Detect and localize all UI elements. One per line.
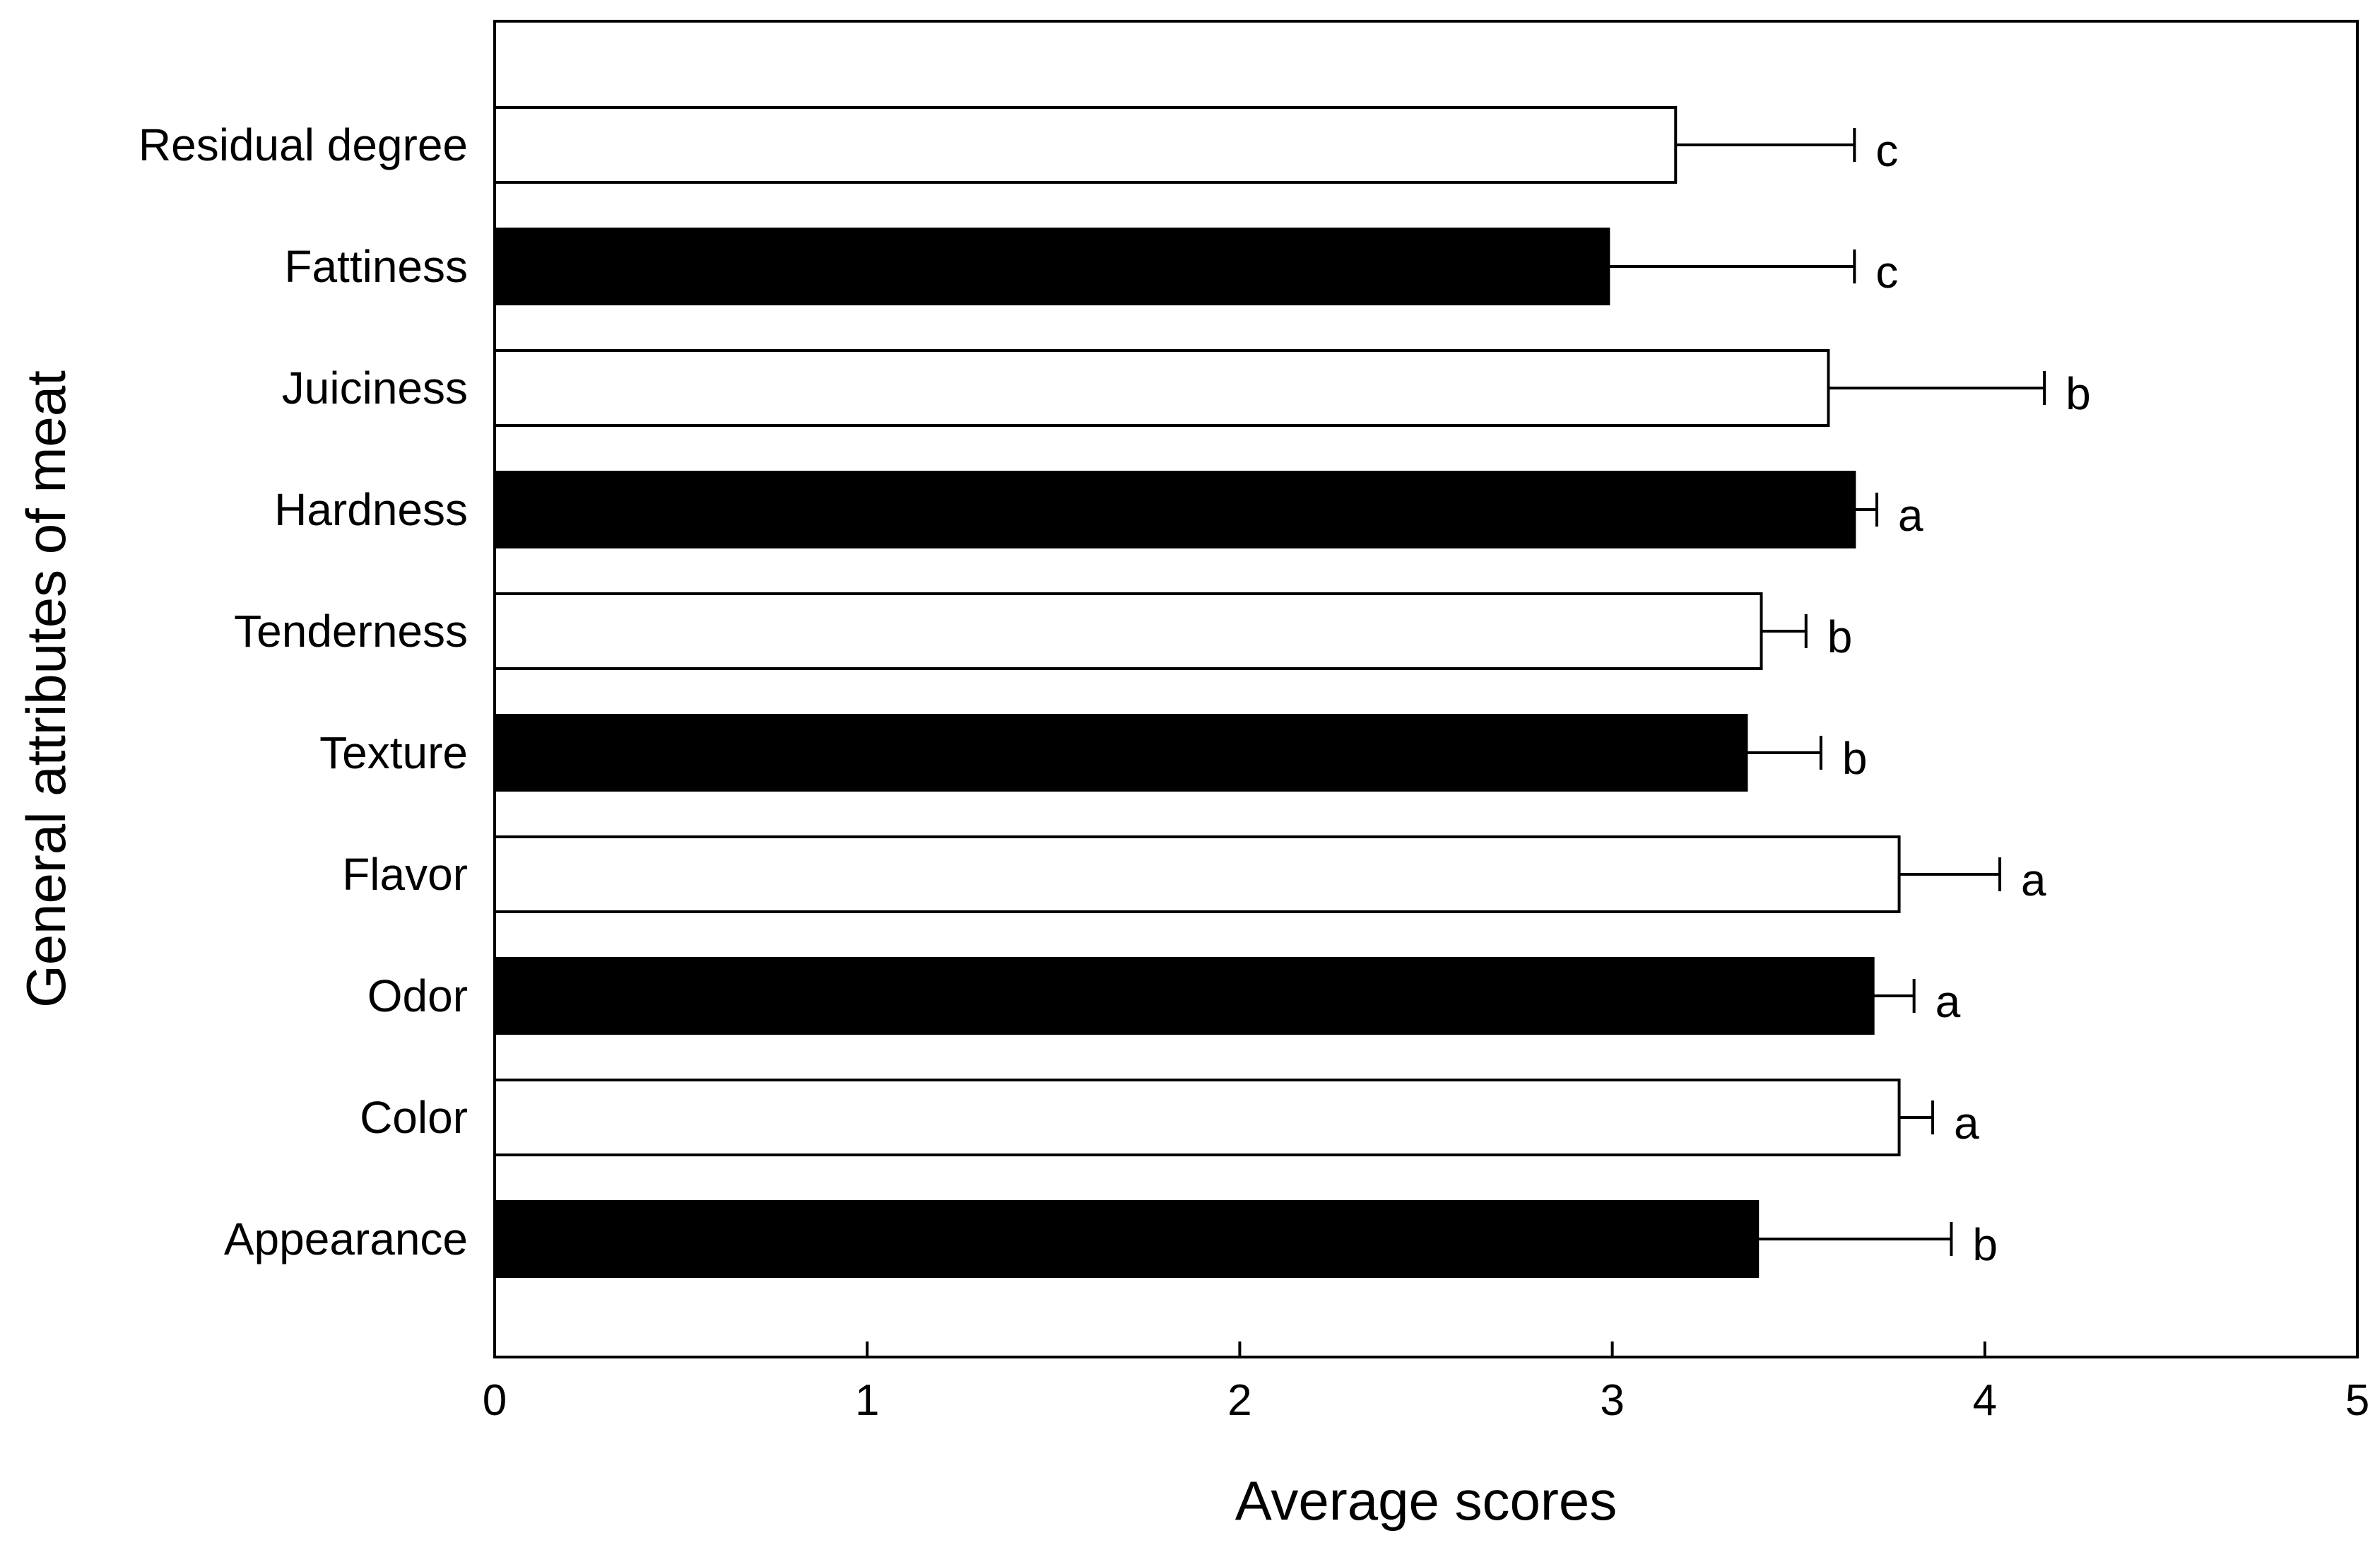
- significance-label: b: [1972, 1219, 1998, 1270]
- bar: [493, 228, 1610, 305]
- significance-label: a: [1936, 976, 1961, 1027]
- chart-marks: 0 1 2 3 4 5 Residual degree c Fattiness c Juicines…: [139, 106, 2369, 1425]
- category-label: Color: [360, 1092, 468, 1143]
- significance-label: b: [2066, 368, 2091, 419]
- bar: [493, 592, 1763, 670]
- bar: [493, 714, 1748, 792]
- bar: [493, 106, 1678, 184]
- significance-label: c: [1875, 125, 1898, 176]
- bar: [493, 349, 1830, 427]
- category-label: Flavor: [342, 849, 468, 900]
- x-tick-label: 4: [1973, 1376, 1997, 1425]
- significance-label: c: [1875, 247, 1898, 298]
- x-tick-label: 1: [855, 1376, 879, 1425]
- category-label: Residual degree: [139, 119, 468, 170]
- significance-label: a: [2021, 855, 2046, 905]
- x-tick-label: 5: [2345, 1376, 2369, 1425]
- category-label: Odor: [367, 970, 468, 1021]
- bar: [493, 835, 1901, 913]
- significance-label: b: [1842, 733, 1868, 784]
- significance-label: b: [1827, 611, 1853, 662]
- category-label: Hardness: [274, 484, 468, 535]
- category-label: Appearance: [224, 1214, 468, 1264]
- plot-frame: [493, 20, 2359, 1358]
- bar: [493, 471, 1856, 548]
- category-label: Texture: [319, 727, 468, 778]
- category-label: Fattiness: [284, 241, 468, 292]
- category-label: Juiciness: [282, 363, 468, 413]
- y-axis-title: General attributes of meat: [15, 370, 77, 1008]
- significance-label: a: [1954, 1098, 1979, 1149]
- bar: [493, 1200, 1760, 1278]
- bar: [493, 1079, 1901, 1156]
- category-label: Tenderness: [234, 606, 468, 657]
- x-tick-label: 2: [1227, 1376, 1251, 1425]
- significance-label: a: [1898, 490, 1924, 541]
- x-tick-label: 3: [1600, 1376, 1624, 1425]
- x-axis-title: Average scores: [1235, 1469, 1618, 1532]
- x-tick-label: 0: [483, 1376, 507, 1425]
- bar: [493, 957, 1875, 1035]
